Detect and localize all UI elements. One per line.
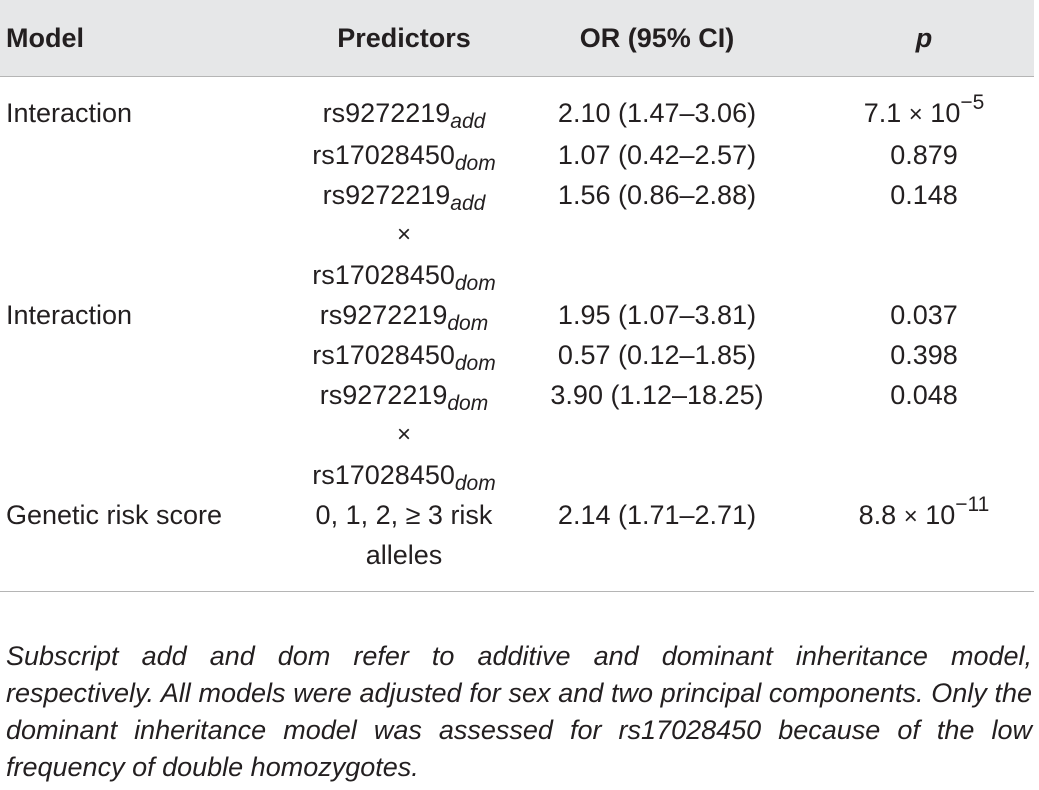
predictor-cell: rs9272219dom (286, 295, 522, 335)
predictor-subscript: dom (454, 272, 496, 295)
interaction-times-sign: × (396, 421, 411, 448)
table-row: Interaction rs9272219dom 1.95 (1.07–3.81… (0, 295, 1034, 335)
predictor-line: rs17028450dom (286, 255, 522, 295)
predictor-line: 0, 1, 2, ≥ 3 risk (315, 500, 493, 530)
model-cell: Interaction (6, 98, 133, 128)
times-sign: × (903, 503, 918, 530)
predictor-line: rs9272219dom (286, 375, 522, 415)
predictor-subscript: add (450, 192, 486, 215)
p-cell: 8.8 × 10−11 (792, 493, 1034, 592)
table-row: rs9272219add × rs17028450dom 1.56 (0.86–… (0, 175, 1034, 295)
table-footnote: Subscript add and dom refer to additive … (6, 641, 1032, 782)
p-mantissa: 7.1 (863, 98, 902, 128)
or-cell: 1.95 (1.07–3.81) (557, 300, 757, 330)
predictor-base: rs9272219 (322, 98, 451, 128)
model-cell (0, 135, 286, 175)
p-cell: 0.148 (890, 180, 958, 210)
header-p: p (792, 0, 1034, 77)
interaction-times-sign: × (396, 221, 411, 248)
p-exponent: −11 (955, 493, 990, 516)
header-or: OR (95% CI) (522, 0, 792, 77)
or-cell: 1.56 (0.86–2.88) (557, 180, 757, 210)
predictor-base: rs9272219 (319, 380, 448, 410)
predictor-base: rs17028450 (312, 260, 455, 290)
table-row: Interaction rs9272219add 2.10 (1.47–3.06… (0, 77, 1034, 136)
predictor-subscript: add (450, 110, 486, 133)
or-cell: 1.07 (0.42–2.57) (557, 140, 757, 170)
predictor-subscript: dom (454, 352, 496, 375)
p-cell: 0.037 (890, 300, 958, 330)
predictor-cell: rs17028450dom (286, 135, 522, 175)
predictor-subscript: dom (454, 152, 496, 175)
or-cell: 2.10 (1.47–3.06) (557, 98, 757, 128)
predictor-base: rs17028450 (312, 460, 455, 490)
p-cell: 0.048 (890, 380, 958, 410)
or-cell: 3.90 (1.12–18.25) (550, 380, 764, 410)
p-cell: 0.398 (890, 340, 958, 370)
p-cell: 0.879 (890, 140, 958, 170)
predictor-cell: rs9272219dom × rs17028450dom (286, 375, 522, 495)
p-cell: 7.1 × 10−5 (792, 77, 1034, 136)
results-table-container: Model Predictors OR (95% CI) p Interacti… (0, 0, 1034, 592)
model-cell (0, 175, 286, 295)
predictor-base: rs9272219 (319, 300, 448, 330)
table-row: rs17028450dom 1.07 (0.42–2.57) 0.879 (0, 135, 1034, 175)
model-cell: Interaction (6, 300, 133, 330)
table-row: rs9272219dom × rs17028450dom 3.90 (1.12–… (0, 375, 1034, 495)
p-base: 10 (925, 500, 956, 530)
predictor-cell: rs17028450dom (286, 335, 522, 375)
p-exponent: −5 (960, 91, 985, 114)
p-mantissa: 8.8 (858, 500, 897, 530)
predictor-base: rs17028450 (312, 140, 455, 170)
predictor-cell: rs9272219add (286, 77, 522, 136)
model-cell (0, 335, 286, 375)
predictor-line: rs9272219add (286, 175, 522, 215)
table-row: rs17028450dom 0.57 (0.12–1.85) 0.398 (0, 335, 1034, 375)
table-row: Genetic risk score 0, 1, 2, ≥ 3 risk all… (0, 493, 1034, 592)
predictor-base: rs17028450 (312, 340, 455, 370)
predictor-subscript: dom (447, 312, 489, 335)
predictor-cell: 0, 1, 2, ≥ 3 risk alleles (286, 495, 522, 592)
predictor-line: alleles (365, 540, 443, 570)
predictor-line: rs17028450dom (286, 455, 522, 495)
p-base: 10 (930, 98, 961, 128)
model-cell (0, 375, 286, 495)
model-cell: Genetic risk score (0, 495, 286, 592)
predictor-cell: rs9272219add × rs17028450dom (286, 175, 522, 295)
or-cell: 2.14 (1.71–2.71) (522, 495, 792, 592)
header-predictors: Predictors (286, 0, 522, 77)
predictor-subscript: dom (447, 392, 489, 415)
or-cell: 0.57 (0.12–1.85) (557, 340, 757, 370)
header-model: Model (0, 0, 286, 77)
results-table: Model Predictors OR (95% CI) p Interacti… (0, 0, 1034, 592)
times-sign: × (908, 101, 923, 128)
predictor-base: rs9272219 (322, 180, 451, 210)
predictor-subscript: dom (454, 472, 496, 495)
header-row: Model Predictors OR (95% CI) p (0, 0, 1034, 77)
